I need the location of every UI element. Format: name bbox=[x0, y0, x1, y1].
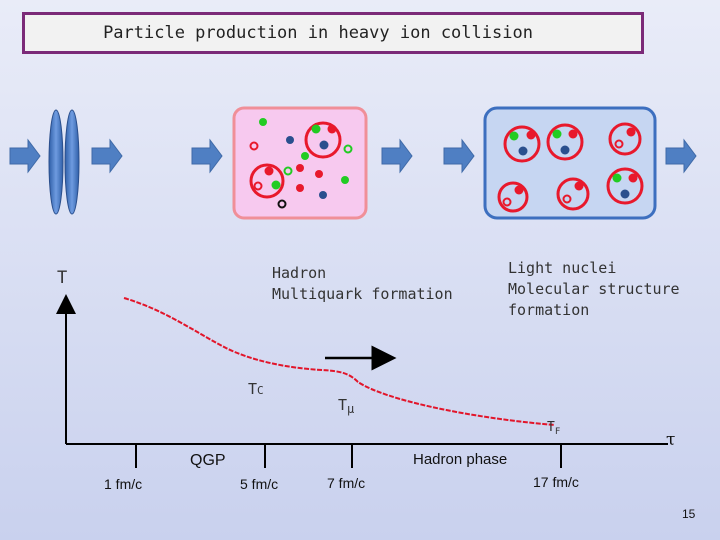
tmu-label: Tμ bbox=[338, 396, 355, 416]
flow-arrow-1 bbox=[9, 138, 41, 174]
tick-label-17fm: 17 fm/c bbox=[533, 474, 579, 490]
light-nuclei-line-1: Light nuclei bbox=[508, 259, 617, 277]
flow-arrow-4 bbox=[381, 138, 413, 174]
fireball-box bbox=[232, 106, 368, 220]
hadron-label-line-2: Multiquark formation bbox=[272, 285, 453, 303]
hadron-cluster bbox=[503, 125, 541, 163]
tf-label: TF bbox=[547, 420, 561, 437]
light-nuclei-line-3: formation bbox=[508, 301, 590, 319]
flow-arrow-5 bbox=[443, 138, 475, 174]
axes bbox=[56, 294, 668, 468]
hadron-cluster bbox=[556, 177, 590, 211]
hadron-cluster bbox=[249, 163, 285, 199]
tau-label: τ bbox=[666, 430, 676, 450]
flow-arrow-6 bbox=[665, 138, 697, 174]
page-number: 15 bbox=[682, 507, 696, 521]
hadron-cluster bbox=[497, 181, 529, 213]
light-nuclei-label: Light nuclei Molecular structure formati… bbox=[508, 258, 680, 321]
light-nuclei-line-2: Molecular structure bbox=[508, 280, 680, 298]
hadron-box bbox=[483, 106, 657, 220]
hadron-phase-label: Hadron phase bbox=[413, 451, 508, 468]
tick-label-1fm: 1 fm/c bbox=[104, 476, 143, 492]
temperature-curve bbox=[123, 297, 556, 426]
tick-label-5fm: 5 fm/c bbox=[240, 476, 279, 492]
tc-label: TC bbox=[248, 380, 264, 398]
nucleus-left bbox=[48, 109, 64, 215]
qgp-label: QGP bbox=[190, 452, 226, 469]
y-axis-label: T bbox=[57, 268, 68, 288]
nucleus-right bbox=[64, 109, 80, 215]
hadron-label-line-1: Hadron bbox=[272, 264, 327, 282]
slide-title: Particle production in heavy ion collisi… bbox=[103, 23, 533, 43]
hadron-cluster bbox=[606, 167, 644, 205]
flow-arrow-3 bbox=[191, 138, 223, 174]
flow-arrow-2 bbox=[91, 138, 123, 174]
hadron-cluster bbox=[304, 121, 342, 159]
flow-arrows bbox=[9, 138, 697, 174]
hadron-cluster bbox=[546, 123, 584, 161]
tick-label-7fm: 7 fm/c bbox=[327, 475, 366, 491]
hadron-label: Hadron Multiquark formation bbox=[272, 263, 453, 305]
hadron-cluster bbox=[608, 122, 642, 156]
colliding-nuclei bbox=[48, 109, 80, 215]
title-box: Particle production in heavy ion collisi… bbox=[22, 12, 644, 54]
